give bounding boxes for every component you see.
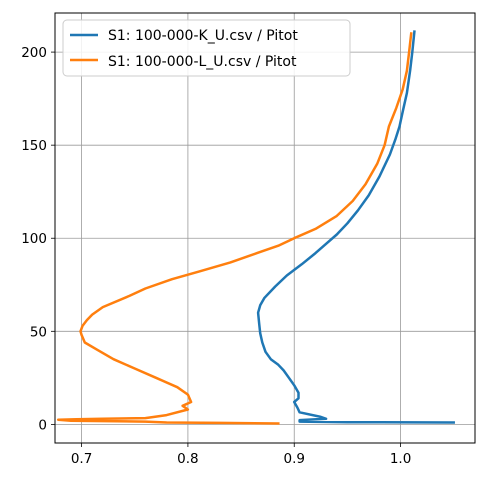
legend-label-series-2: S1: 100-000-L_U.csv / Pitot [108,54,297,70]
y-tick-label: 200 [21,45,47,61]
x-tick-label: 0.7 [71,451,92,467]
y-tick-label: 0 [38,417,47,433]
legend-label-series-1: S1: 100-000-K_U.csv / Pitot [108,28,298,44]
y-tick-label: 100 [21,231,47,247]
x-tick-label: 0.9 [283,451,304,467]
y-tick-label: 50 [30,324,47,340]
legend: S1: 100-000-K_U.csv / Pitot S1: 100-000-… [63,20,350,76]
x-tick-label: 0.8 [177,451,198,467]
x-tick-label: 1.0 [390,451,411,467]
y-tick-label: 150 [21,138,47,154]
